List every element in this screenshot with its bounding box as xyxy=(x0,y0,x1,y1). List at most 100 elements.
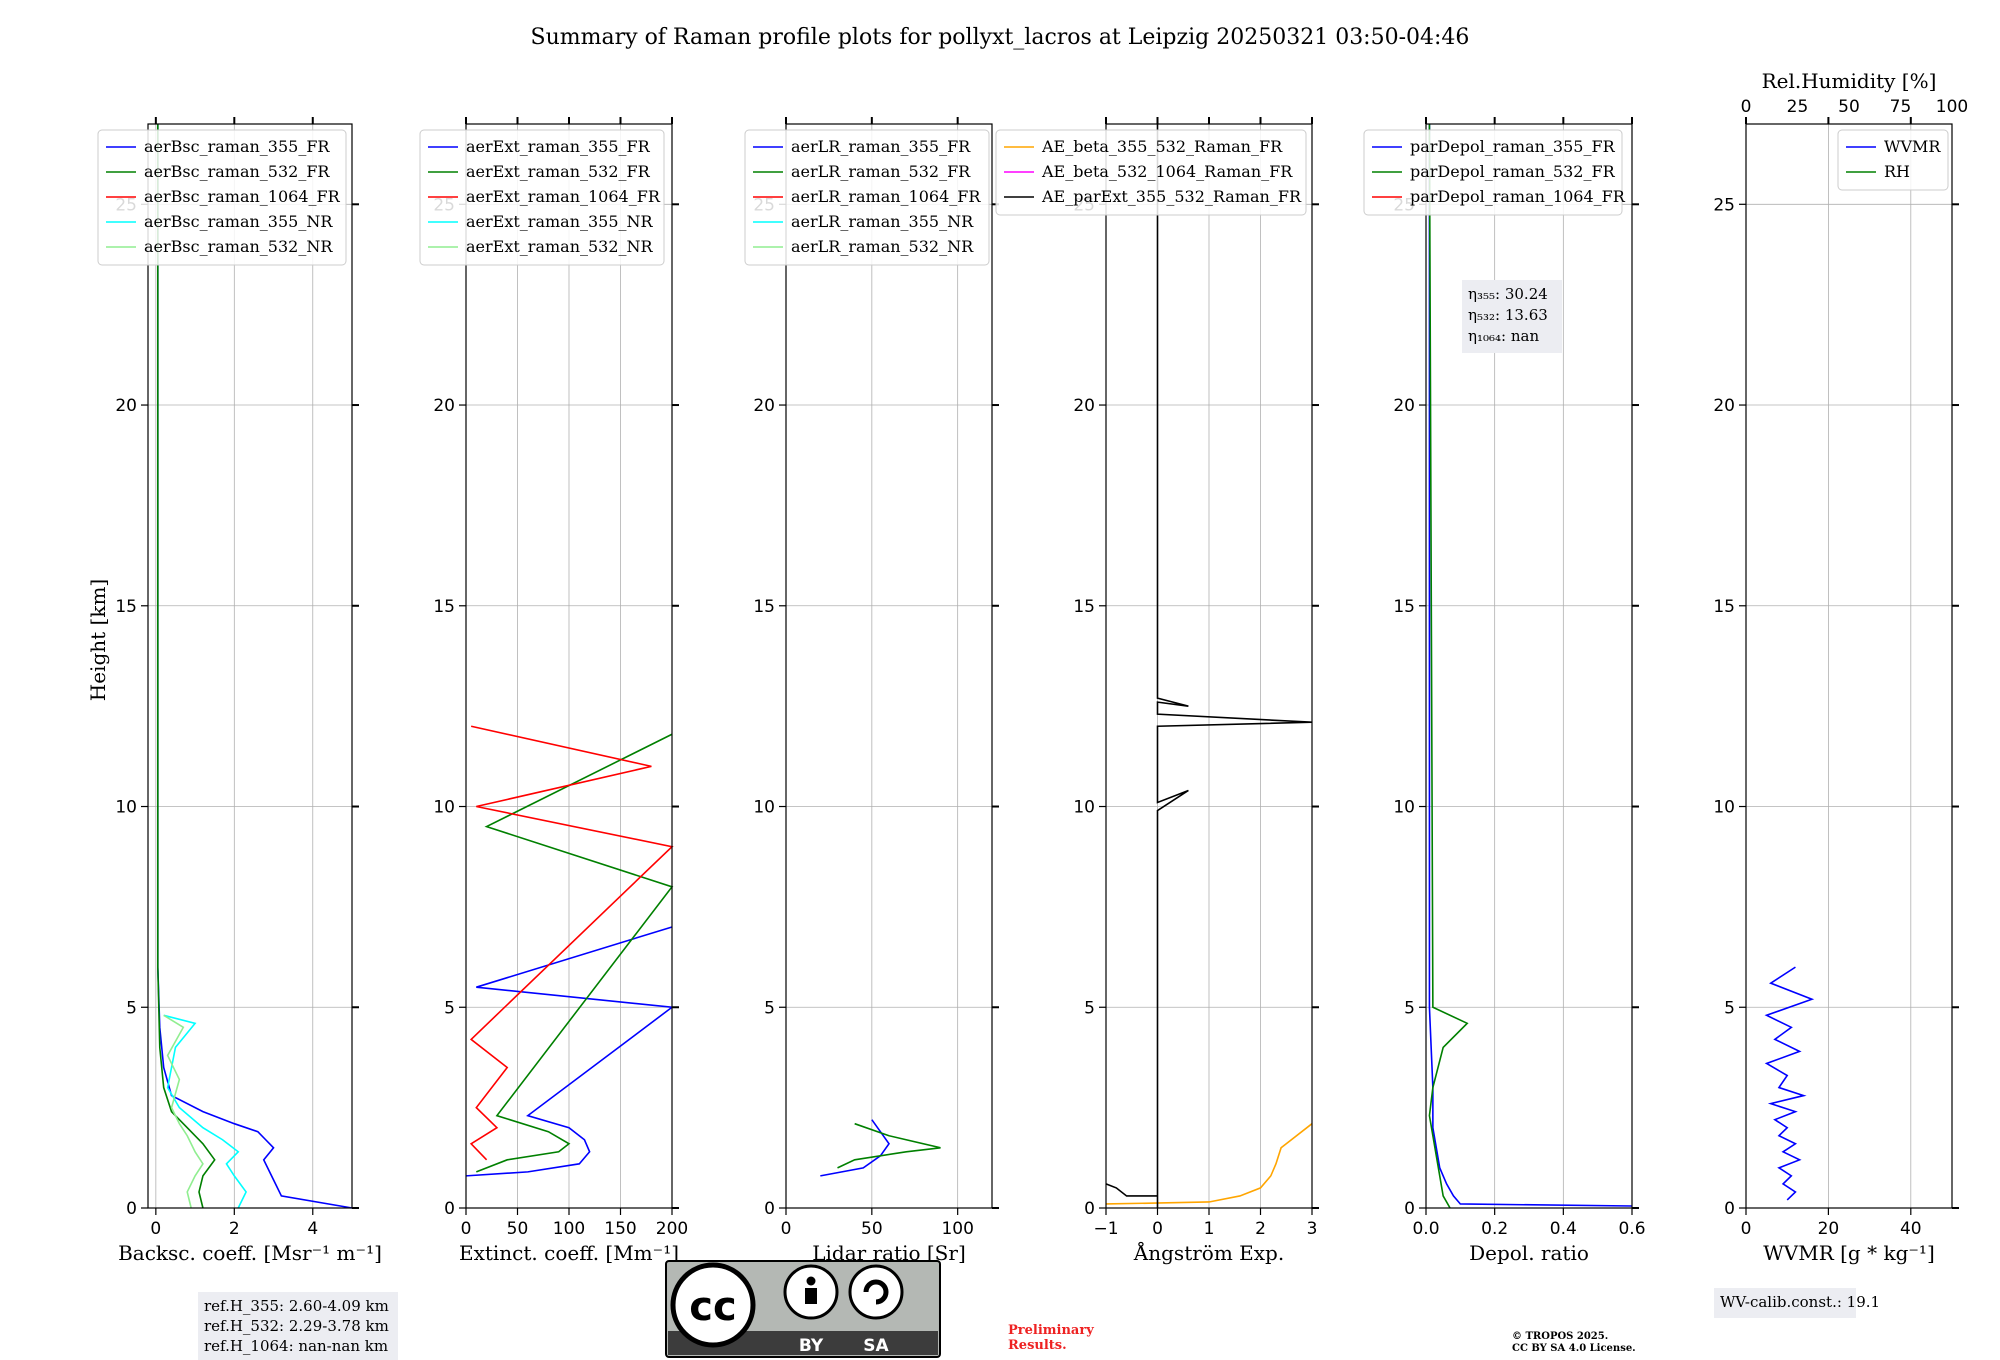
series-line-pardepol-raman-532-fr xyxy=(1428,123,1469,1209)
legend-item-label: WVMR xyxy=(1884,137,1941,156)
y-tick-label: 10 xyxy=(753,798,775,818)
x-axis-label: Backsc. coeff. [Msr⁻¹ m⁻¹] xyxy=(118,1241,382,1265)
y-tick-label: 5 xyxy=(444,998,455,1018)
top-tick-label: 50 xyxy=(1838,97,1860,117)
panel-1: 0510152025024Backsc. coeff. [Msr⁻¹ m⁻¹]a… xyxy=(97,117,398,1360)
legend: aerExt_raman_355_FR aerExt_raman_532_FRae… xyxy=(419,129,665,266)
legend-item-label: aerLR_raman_355_FR xyxy=(791,137,971,156)
info-line: η₅₃₂: 13.63 xyxy=(1468,306,1548,324)
legend-item-label: aerBsc_raman_355_NR xyxy=(144,212,333,231)
y-tick-label: 10 xyxy=(1713,798,1735,818)
legend-box xyxy=(1837,129,1949,191)
info-line: ref.H_355: 2.60-4.09 km xyxy=(204,1297,389,1315)
info-line: ref.H_532: 2.29-3.78 km xyxy=(204,1317,389,1335)
cc-icon-text: cc xyxy=(689,1284,736,1330)
legend-item-label: aerLR_raman_532_FR xyxy=(791,162,971,181)
y-tick-label: 0 xyxy=(764,1199,775,1219)
info-box: ref.H_355: 2.60-4.09 km ref.H_532: 2.29-3… xyxy=(198,1292,398,1360)
series-line-aerlr-raman-355-fr xyxy=(820,1119,890,1177)
by-label: BY xyxy=(799,1336,824,1356)
top-tick-label: 100 xyxy=(1936,97,1968,117)
y-tick-label: 5 xyxy=(1404,998,1415,1018)
x-axis-label: WVMR [g * kg⁻¹] xyxy=(1763,1241,1935,1265)
x-tick-label: 50 xyxy=(507,1219,529,1239)
axes-frame xyxy=(147,123,353,1209)
y-tick-label: 10 xyxy=(1393,798,1415,818)
x-axis-label: Extinct. coeff. [Mm⁻¹] xyxy=(459,1241,679,1265)
series-line-aerext-raman-355-fr xyxy=(465,926,675,1177)
info-box-bg xyxy=(1714,1288,1856,1318)
legend-box xyxy=(97,129,347,266)
info-box: η₃₅₅: 30.24 η₅₃₂: 13.63 η₁₀₆₄: nan xyxy=(1462,280,1562,353)
y-tick-label: 10 xyxy=(433,798,455,818)
legend: parDepol_raman_355_FR parDepol_raman_532_… xyxy=(1363,129,1626,216)
x-tick-label: 0 xyxy=(150,1219,161,1239)
legend-box xyxy=(995,129,1307,216)
by-icon-head xyxy=(806,1276,816,1286)
y-tick-label: 15 xyxy=(1393,597,1415,617)
y-tick-label: 15 xyxy=(753,597,775,617)
x-axis-label: Depol. ratio xyxy=(1469,1241,1589,1265)
legend: AE_beta_355_532_Raman_FR AE_beta_532_1064… xyxy=(995,129,1307,216)
legend-item-label: AE_beta_532_1064_Raman_FR xyxy=(1041,162,1293,181)
legend-box xyxy=(419,129,665,266)
legend-item-label: aerBsc_raman_532_NR xyxy=(144,237,333,256)
x-tick-label: 3 xyxy=(1307,1219,1318,1239)
y-tick-label: 10 xyxy=(1073,798,1095,818)
x-tick-label: 0.2 xyxy=(1481,1219,1508,1239)
x-tick-label: 2 xyxy=(1255,1219,1266,1239)
x-tick-label: 1 xyxy=(1204,1219,1215,1239)
series-line-aerbsc-raman-532-nr xyxy=(163,1014,204,1209)
series-line-aerbsc-raman-355-fr xyxy=(157,124,353,1209)
axes-frame xyxy=(785,123,993,1209)
y-tick-label: 0 xyxy=(1724,1199,1735,1219)
sa-icon-arrow xyxy=(863,1279,889,1305)
series-line-aerext-raman-1064-fr xyxy=(469,725,674,1161)
y-tick-label: 15 xyxy=(1713,597,1735,617)
legend-item-label: parDepol_raman_1064_FR xyxy=(1410,187,1626,206)
y-tick-label: 5 xyxy=(126,998,137,1018)
axes-frame xyxy=(1745,123,1953,1209)
legend-box xyxy=(1363,129,1623,216)
cc-license-badge: cc BY SA xyxy=(665,1260,941,1358)
y-axis-label: Height [km] xyxy=(86,579,110,701)
x-tick-label: 200 xyxy=(656,1219,688,1239)
x-tick-label: 100 xyxy=(941,1219,973,1239)
sa-label: SA xyxy=(863,1336,889,1356)
x-tick-label: −1 xyxy=(1093,1219,1118,1239)
panel-2: 0510152025050100150200Extinct. coeff. [M… xyxy=(419,117,688,1265)
y-tick-label: 20 xyxy=(1393,396,1415,416)
legend-item-label: RH xyxy=(1884,162,1910,181)
x-tick-label: 40 xyxy=(1900,1219,1922,1239)
x-tick-label: 2 xyxy=(229,1219,240,1239)
top-tick-label: 0 xyxy=(1741,97,1752,117)
cc-icon xyxy=(670,1262,756,1348)
series-line-pardepol-raman-355-fr xyxy=(1428,124,1633,1207)
series-line-aerext-raman-532-fr xyxy=(476,733,674,1173)
legend-item-label: aerLR_raman_355_NR xyxy=(791,212,974,231)
legend-item-label: AE_parExt_355_532_Raman_FR xyxy=(1041,187,1302,206)
info-line: WV-calib.const.: 19.1 xyxy=(1720,1293,1880,1311)
legend-item-label: parDepol_raman_532_FR xyxy=(1410,162,1616,181)
y-tick-label: 0 xyxy=(1404,1199,1415,1219)
x-tick-label: 0.0 xyxy=(1412,1219,1439,1239)
panel-3: 0510152025050100Lidar ratio [Sr]aerLR_ra… xyxy=(744,117,999,1265)
legend-item-label: aerExt_raman_1064_FR xyxy=(466,187,661,206)
figure-title: Summary of Raman profile plots for polly… xyxy=(531,25,1470,50)
y-tick-label: 20 xyxy=(753,396,775,416)
info-line: η₃₅₅: 30.24 xyxy=(1468,285,1548,303)
legend-item-label: AE_beta_355_532_Raman_FR xyxy=(1041,137,1283,156)
y-tick-label: 15 xyxy=(1073,597,1095,617)
panels: 0510152025024Backsc. coeff. [Msr⁻¹ m⁻¹]a… xyxy=(97,69,1968,1360)
sa-icon xyxy=(848,1264,904,1320)
x-tick-label: 50 xyxy=(861,1219,883,1239)
y-tick-label: 5 xyxy=(1724,998,1735,1018)
x-tick-label: 0 xyxy=(1152,1219,1163,1239)
x-tick-label: 0 xyxy=(461,1219,472,1239)
preliminary-line-2: Results. xyxy=(1008,1338,1067,1353)
y-tick-label: 5 xyxy=(764,998,775,1018)
y-tick-label: 0 xyxy=(126,1199,137,1219)
